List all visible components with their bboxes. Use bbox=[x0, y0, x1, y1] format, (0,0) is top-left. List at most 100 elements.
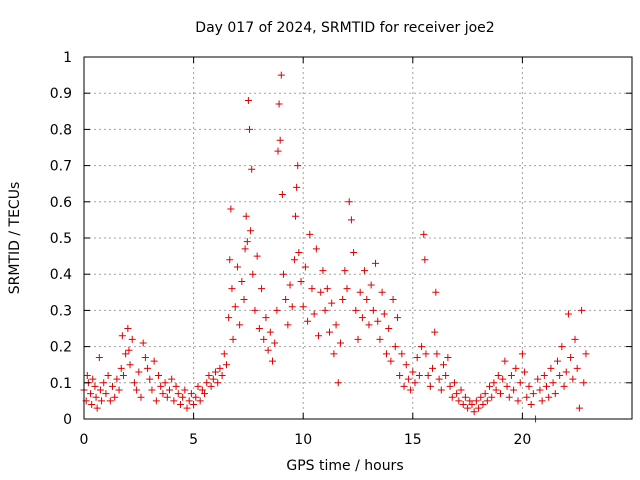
data-point bbox=[113, 375, 121, 383]
data-point bbox=[212, 368, 220, 376]
data-point bbox=[409, 368, 417, 376]
data-point bbox=[459, 401, 467, 409]
data-point bbox=[196, 397, 204, 405]
data-point bbox=[137, 393, 145, 401]
data-point bbox=[115, 386, 123, 394]
data-point bbox=[507, 372, 515, 380]
data-point bbox=[527, 401, 535, 409]
data-point bbox=[273, 306, 281, 314]
data-point bbox=[323, 285, 331, 293]
data-point bbox=[404, 375, 412, 383]
data-point bbox=[503, 382, 511, 390]
data-point bbox=[488, 393, 496, 401]
data-point bbox=[92, 393, 100, 401]
y-tick-label: 0.8 bbox=[50, 122, 72, 138]
data-point bbox=[549, 379, 557, 387]
data-point bbox=[481, 390, 489, 398]
data-point bbox=[299, 303, 307, 311]
data-point bbox=[304, 317, 312, 325]
data-point bbox=[512, 364, 520, 372]
data-point bbox=[277, 71, 285, 79]
data-point bbox=[385, 325, 393, 332]
data-point bbox=[155, 372, 163, 380]
data-point bbox=[294, 162, 302, 170]
data-point bbox=[152, 397, 160, 405]
data-point bbox=[293, 183, 301, 191]
data-point bbox=[564, 310, 572, 318]
data-point bbox=[229, 335, 237, 343]
data-point bbox=[365, 321, 373, 329]
y-tick-label: 0.4 bbox=[50, 267, 72, 283]
data-point bbox=[226, 256, 234, 264]
y-tick-label: 0.2 bbox=[50, 340, 72, 356]
data-point bbox=[220, 350, 228, 358]
data-point bbox=[422, 350, 430, 358]
data-point bbox=[286, 281, 294, 289]
x-tick-label: 15 bbox=[404, 432, 422, 448]
data-point bbox=[214, 379, 222, 387]
data-point bbox=[372, 259, 380, 267]
data-point bbox=[279, 270, 287, 278]
chart-title: Day 017 of 2024, SRMTID for receiver joe… bbox=[195, 20, 494, 36]
data-point bbox=[363, 296, 371, 304]
data-point bbox=[472, 397, 480, 405]
data-point bbox=[529, 390, 537, 398]
data-point bbox=[400, 382, 408, 390]
data-point bbox=[274, 147, 282, 155]
data-point bbox=[278, 191, 286, 199]
data-point bbox=[578, 306, 586, 314]
data-point bbox=[352, 306, 360, 314]
data-point bbox=[119, 372, 127, 380]
data-point bbox=[222, 361, 230, 369]
y-tick-label: 0.5 bbox=[50, 231, 72, 247]
y-tick-label: 1 bbox=[63, 50, 72, 66]
data-point bbox=[420, 230, 428, 238]
data-point bbox=[125, 346, 133, 354]
data-point bbox=[453, 390, 461, 398]
data-point bbox=[236, 321, 244, 329]
data-point bbox=[582, 350, 590, 358]
data-point bbox=[122, 350, 130, 358]
data-point bbox=[108, 382, 116, 390]
data-point bbox=[146, 375, 154, 383]
data-point bbox=[402, 361, 410, 369]
data-point bbox=[95, 353, 103, 361]
data-point bbox=[170, 397, 178, 405]
data-point bbox=[448, 393, 456, 401]
data-point bbox=[225, 314, 233, 322]
data-point bbox=[284, 321, 292, 329]
data-point bbox=[130, 379, 138, 387]
data-point bbox=[415, 372, 423, 380]
data-point bbox=[187, 390, 195, 398]
data-point bbox=[580, 379, 588, 387]
data-point bbox=[442, 372, 450, 380]
data-point bbox=[431, 328, 439, 336]
data-point bbox=[205, 372, 213, 380]
data-point bbox=[341, 267, 349, 275]
data-point bbox=[521, 368, 529, 376]
x-axis-label: GPS time / hours bbox=[286, 458, 403, 474]
data-point bbox=[312, 245, 320, 253]
y-tick-label: 0.7 bbox=[50, 159, 72, 175]
data-point bbox=[247, 227, 255, 235]
data-point bbox=[111, 393, 119, 401]
data-point bbox=[244, 96, 252, 104]
data-point bbox=[330, 350, 338, 358]
data-point bbox=[255, 325, 263, 332]
data-point bbox=[168, 375, 176, 383]
data-point bbox=[144, 364, 152, 372]
data-point bbox=[376, 335, 384, 343]
data-point bbox=[310, 310, 318, 318]
data-point bbox=[276, 136, 284, 144]
data-point bbox=[525, 382, 533, 390]
data-point bbox=[411, 379, 419, 387]
data-point bbox=[523, 393, 531, 401]
data-point bbox=[450, 379, 458, 387]
data-point bbox=[176, 401, 184, 409]
data-point bbox=[439, 361, 447, 369]
data-point bbox=[128, 335, 136, 343]
data-point bbox=[148, 386, 156, 394]
data-point bbox=[496, 390, 504, 398]
data-point bbox=[382, 350, 390, 358]
data-point bbox=[100, 379, 108, 387]
